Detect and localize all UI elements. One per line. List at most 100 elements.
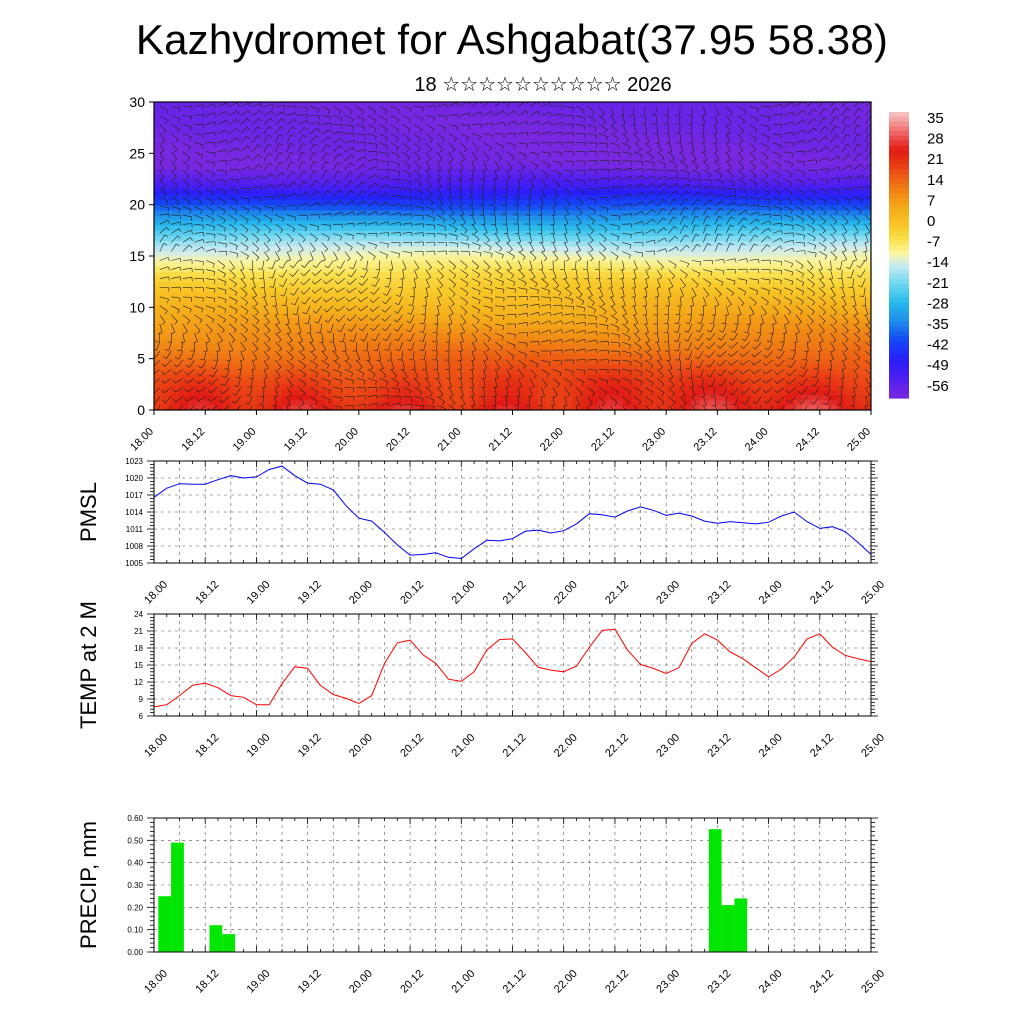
temperature-cell — [256, 368, 266, 375]
temperature-cell — [196, 348, 206, 355]
temperature-cell — [572, 338, 582, 344]
temperature-cell — [393, 291, 403, 298]
temperature-cell — [384, 209, 394, 216]
temperature-cell — [350, 199, 360, 206]
temperature-cell — [683, 302, 693, 308]
temperature-cell — [162, 281, 172, 288]
temperature-cell — [205, 363, 215, 370]
temperature-cell — [401, 358, 411, 365]
temperature-cell — [273, 353, 283, 360]
temperature-cell — [213, 363, 223, 370]
temperature-cell — [230, 286, 240, 293]
temperature-cell — [324, 338, 334, 344]
temperature-cell — [179, 348, 189, 355]
temperature-cell — [213, 230, 223, 237]
temperature-cell — [461, 153, 471, 160]
temperature-cell — [495, 322, 505, 329]
temperature-cell — [154, 261, 164, 267]
temperature-cell — [384, 384, 394, 391]
temperature-cell — [802, 266, 812, 272]
temperature-cell — [802, 374, 812, 380]
temperature-cell — [691, 235, 701, 242]
temperature-cell — [666, 240, 676, 247]
temperature-cell — [495, 348, 505, 355]
temperature-cell — [640, 291, 650, 298]
temperature-cell — [768, 256, 778, 262]
temperature-cell — [632, 291, 642, 298]
temperature-cell — [290, 291, 300, 298]
temperature-cell — [162, 173, 172, 180]
temperature-cell — [538, 250, 548, 257]
temperature-cell — [307, 235, 317, 242]
temperature-cell — [358, 173, 368, 180]
temperature-cell — [760, 348, 770, 355]
temperature-cell — [299, 163, 309, 170]
temperature-cell — [760, 384, 770, 391]
temperature-cell — [674, 374, 684, 380]
temperature-cell — [572, 302, 582, 308]
temperature-cell — [546, 189, 556, 195]
temperature-cell — [154, 158, 164, 165]
temperature-cell — [555, 358, 565, 365]
temperature-cell — [247, 374, 258, 380]
temperature-cell — [452, 107, 462, 113]
temperature-cell — [478, 132, 488, 139]
temperature-cell — [802, 353, 812, 360]
temperature-cell — [256, 384, 266, 391]
temperature-cell — [444, 338, 454, 344]
temperature-cell — [683, 245, 693, 252]
temperature-cell — [597, 127, 607, 134]
temperature-cell — [256, 343, 266, 349]
temperature-cell — [597, 117, 607, 124]
temperature-cell — [563, 194, 573, 201]
temperature-cell — [290, 137, 300, 144]
temperature-cell — [580, 271, 590, 278]
temperature-cell — [794, 184, 804, 190]
temperature-cell — [435, 322, 445, 329]
temperature-cell — [828, 132, 838, 139]
temperature-cell — [546, 317, 556, 324]
temperature-cell — [299, 112, 309, 118]
temperature-cell — [222, 143, 232, 149]
temperature-cell — [486, 148, 497, 154]
temperature-cell — [213, 107, 223, 113]
temperature-cell — [179, 250, 189, 257]
temperature-cell — [666, 338, 676, 344]
temperature-cell — [393, 343, 403, 349]
temperature-cell — [256, 250, 266, 257]
temperature-cell — [316, 225, 326, 231]
temperature-cell — [708, 209, 718, 216]
temperature-cell — [154, 173, 164, 180]
temperature-cell — [264, 363, 275, 370]
temperature-cell — [222, 384, 232, 391]
temperature-cell — [154, 209, 164, 216]
temperature-cell — [853, 389, 864, 396]
temperature-cell — [171, 271, 181, 278]
temperature-cell — [657, 148, 667, 154]
temperature-cell — [572, 307, 582, 314]
temperature-cell — [299, 307, 309, 314]
temperature-cell — [836, 271, 846, 278]
temperature-cell — [341, 158, 351, 165]
temperature-cell — [708, 102, 718, 108]
temperature-cell — [188, 307, 198, 314]
temperature-cell — [393, 235, 403, 242]
temperature-cell — [836, 322, 846, 329]
temperature-cell — [299, 107, 309, 113]
temperature-cell — [375, 399, 386, 406]
temperature-cell — [469, 317, 479, 324]
temperature-cell — [691, 322, 701, 329]
temperature-cell — [282, 117, 292, 124]
temperature-cell — [384, 271, 394, 278]
temperature-cell — [205, 204, 215, 211]
temperature-cell — [154, 327, 164, 334]
temperature-cell — [725, 286, 736, 293]
temperature-cell — [657, 256, 667, 262]
temperature-cell — [819, 102, 829, 108]
temperature-cell — [802, 322, 812, 329]
temperature-cell — [725, 132, 736, 139]
temperature-cell — [563, 173, 573, 180]
temperature-cell — [461, 358, 471, 365]
temperature-cell — [768, 389, 778, 396]
temperature-cell — [393, 137, 403, 144]
